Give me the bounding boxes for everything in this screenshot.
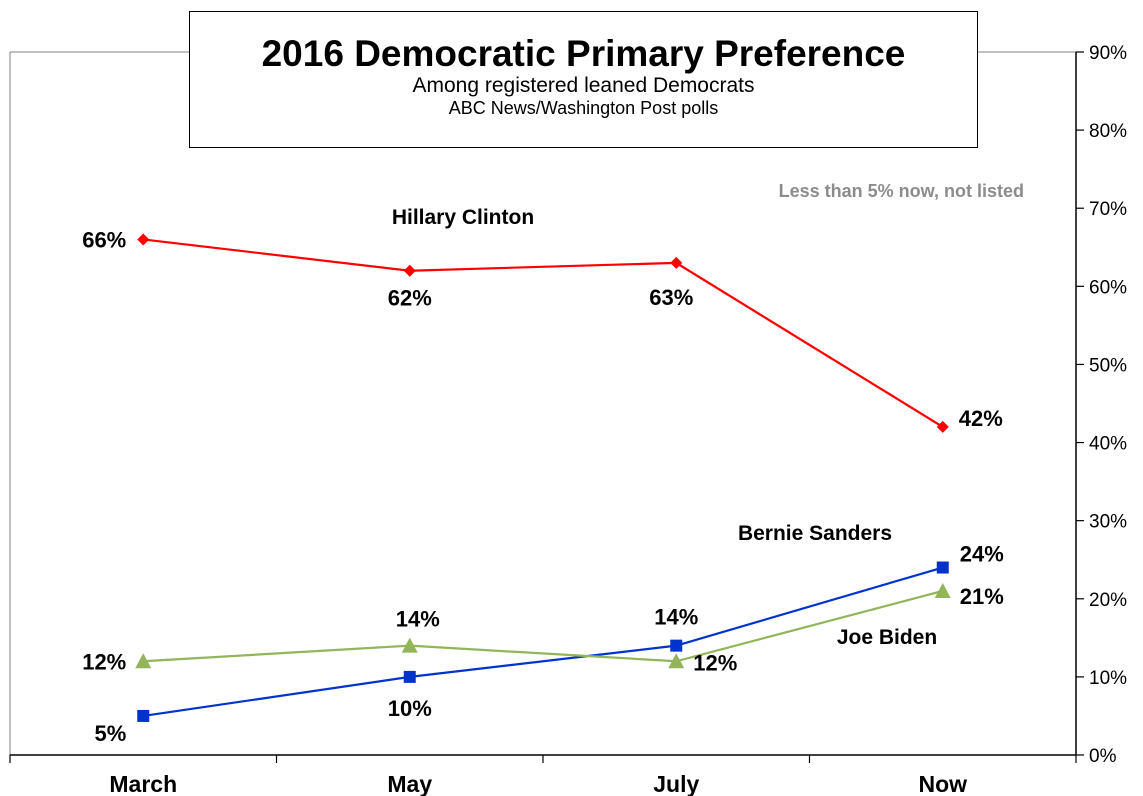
data-label-sanders: 5%: [94, 721, 126, 746]
data-point-clinton: [403, 264, 416, 277]
data-label-clinton: 62%: [388, 286, 432, 311]
data-point-biden: [401, 637, 418, 653]
series-line-sanders: [143, 566, 944, 718]
x-category-label: Now: [918, 771, 967, 796]
data-point-sanders: [137, 709, 150, 722]
x-category-label: March: [109, 771, 177, 796]
title-box: 2016 Democratic Primary Preference Among…: [189, 11, 978, 148]
data-point-biden: [934, 582, 951, 598]
data-point-biden: [135, 653, 152, 669]
data-point-clinton: [137, 233, 150, 246]
data-point-sanders: [670, 639, 683, 652]
y-tick-label: 70%: [1089, 199, 1127, 220]
data-label-sanders: 10%: [388, 696, 432, 721]
data-point-clinton: [936, 420, 949, 433]
data-label-biden: 21%: [960, 584, 1004, 609]
data-point-sanders: [403, 670, 416, 683]
series-name-sanders: Bernie Sanders: [738, 522, 892, 545]
x-category-label: May: [387, 771, 432, 796]
series-line-clinton: [143, 238, 944, 428]
data-label-clinton: 42%: [959, 406, 1003, 431]
series-name-clinton: Hillary Clinton: [392, 206, 534, 229]
x-category-label: July: [653, 771, 699, 796]
chart-subtitle: Among registered leaned Democrats: [412, 74, 755, 97]
series-line-biden: [143, 589, 944, 663]
data-label-biden: 14%: [396, 607, 440, 632]
y-tick-label: 90%: [1089, 43, 1127, 64]
series-name-biden: Joe Biden: [837, 626, 937, 649]
y-tick-label: 40%: [1089, 434, 1127, 455]
chart-source: ABC News/Washington Post polls: [448, 98, 719, 118]
data-label-biden: 12%: [82, 649, 126, 674]
data-label-biden: 12%: [693, 650, 737, 675]
y-tick-label: 10%: [1089, 668, 1127, 689]
y-tick-label: 20%: [1089, 590, 1127, 611]
data-point-biden: [668, 653, 685, 669]
y-tick-label: 80%: [1089, 121, 1127, 142]
data-label-clinton: 63%: [649, 285, 693, 310]
chart-title: 2016 Democratic Primary Preference: [261, 33, 906, 74]
note-text: Less than 5% now, not listed: [779, 181, 1024, 201]
y-tick-label: 50%: [1089, 355, 1127, 376]
data-label-clinton: 66%: [82, 227, 126, 252]
data-point-clinton: [670, 256, 683, 269]
data-point-sanders: [936, 561, 949, 574]
data-label-sanders: 14%: [654, 605, 698, 630]
data-label-sanders: 24%: [960, 542, 1004, 567]
y-tick-label: 0%: [1089, 746, 1117, 767]
y-tick-label: 30%: [1089, 512, 1127, 533]
y-tick-label: 60%: [1089, 277, 1127, 298]
